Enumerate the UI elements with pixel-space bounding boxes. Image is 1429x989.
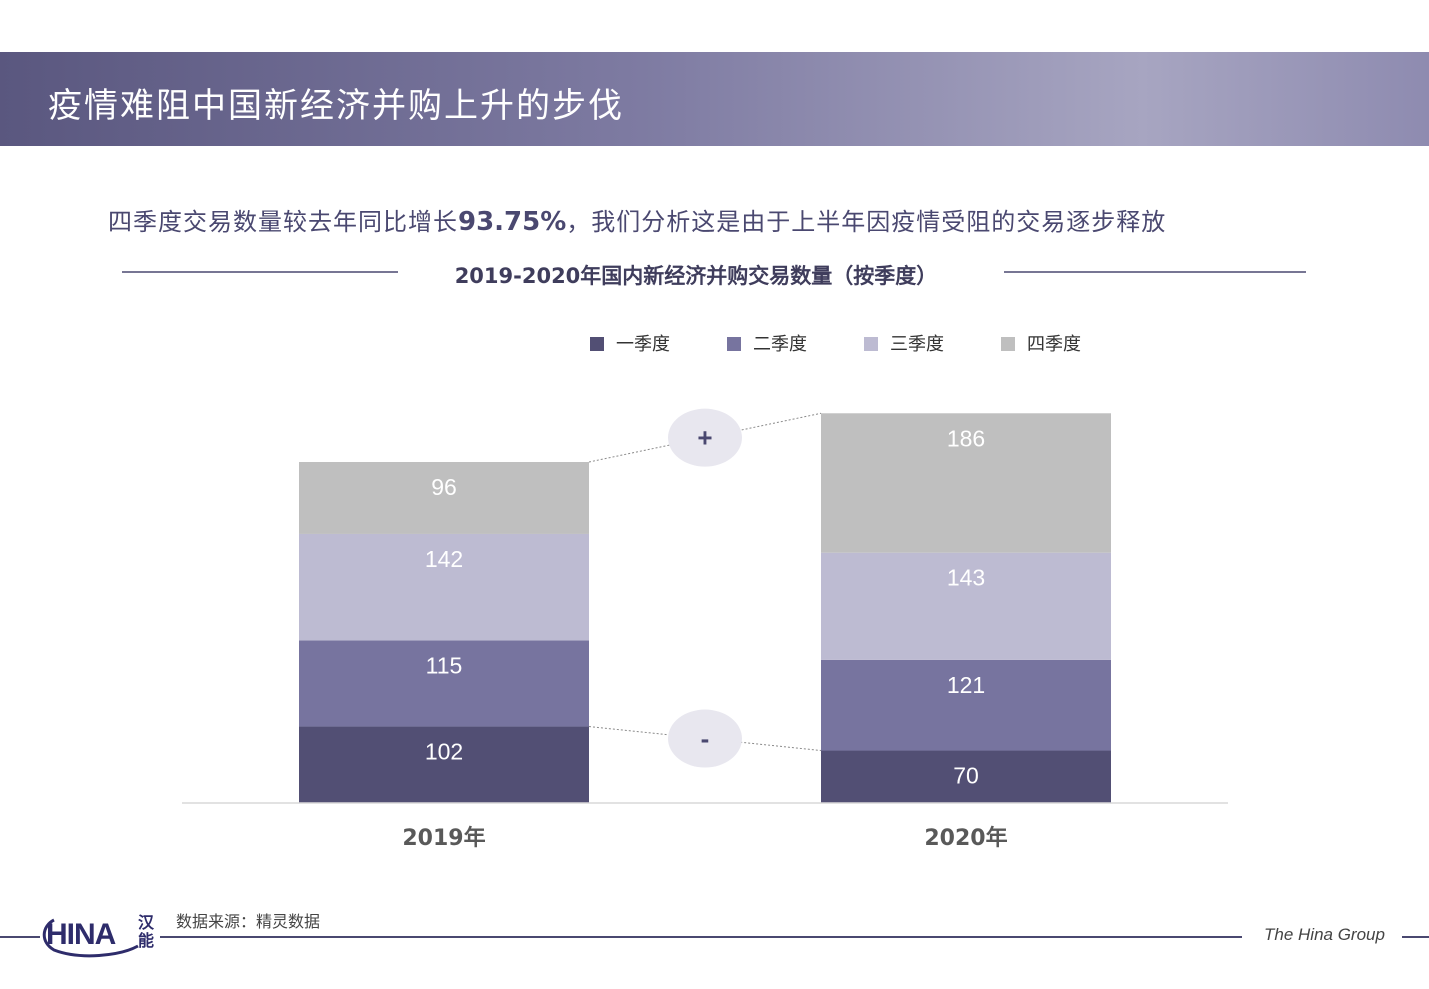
bar-segment-1-3 bbox=[821, 413, 1111, 553]
data-source: 数据来源：精灵数据 bbox=[176, 912, 321, 931]
legend-label-1: 一季度 bbox=[616, 334, 670, 355]
data-label-0-0: 102 bbox=[425, 739, 463, 765]
legend-label-4: 四季度 bbox=[1027, 334, 1081, 355]
legend-swatch-3 bbox=[864, 337, 878, 351]
data-label-1-0: 70 bbox=[953, 763, 979, 789]
legend-label-2: 二季度 bbox=[753, 334, 807, 355]
logo-text: HINA bbox=[46, 918, 116, 951]
bar-segment-1-2 bbox=[821, 552, 1111, 660]
stacked-bar-chart: 2019-2020年国内新经济并购交易数量（按季度） 一季度 二季度 三季度 四季度 … bbox=[122, 264, 1306, 851]
header-band bbox=[0, 52, 1429, 146]
data-label-1-1: 121 bbox=[947, 672, 985, 698]
company-name: The Hina Group bbox=[1264, 925, 1385, 944]
subtitle-highlight: 93.75% bbox=[458, 207, 567, 237]
legend-swatch-4 bbox=[1001, 337, 1015, 351]
bar-segment-1-0 bbox=[821, 750, 1111, 803]
subtitle: 四季度交易数量较去年同比增长93.75%，我们分析这是由于上半年因疫情受阻的交易… bbox=[108, 202, 1328, 237]
connector-top bbox=[588, 412, 822, 463]
subtitle-after: ，我们分析这是由于上半年因疫情受阻的交易逐步释放 bbox=[566, 208, 1167, 236]
data-label-1-3: 186 bbox=[947, 425, 985, 451]
bar-group: 102 115 142 96 70 121 143 186 bbox=[299, 413, 1111, 803]
footer-rule-left bbox=[0, 936, 40, 938]
bar-segment-1-1 bbox=[821, 659, 1111, 751]
x-tick-label-2: 2020年 bbox=[924, 825, 1007, 851]
hina-logo: HINA 汉能 bbox=[40, 912, 160, 958]
annotation-bubble-2 bbox=[668, 709, 742, 768]
chart-title: 2019-2020年国内新经济并购交易数量（按季度） bbox=[455, 264, 938, 288]
connector-group: +- bbox=[588, 408, 822, 768]
footer-rule bbox=[160, 936, 1242, 938]
legend-label-3: 三季度 bbox=[890, 334, 944, 355]
data-label-0-3: 96 bbox=[431, 474, 457, 500]
x-tick-label-1: 2019年 bbox=[402, 825, 485, 851]
subtitle-before: 四季度交易数量较去年同比增长 bbox=[108, 208, 458, 236]
legend-swatch-2 bbox=[727, 337, 741, 351]
logo-cn: 汉能 bbox=[138, 913, 155, 950]
chart-legend: 一季度 二季度 三季度 四季度 bbox=[590, 334, 1081, 355]
data-label-1-2: 143 bbox=[947, 565, 985, 591]
annotation-bubble-1 bbox=[668, 408, 742, 467]
legend-swatch-1 bbox=[590, 337, 604, 351]
annotation-sign-2: - bbox=[701, 724, 710, 754]
annotation-sign-1: + bbox=[697, 423, 712, 453]
page-title: 疫情难阻中国新经济并购上升的步伐 bbox=[48, 86, 624, 126]
data-label-0-2: 142 bbox=[425, 546, 463, 572]
footer-rule-right bbox=[1402, 936, 1429, 938]
bar-segment-0-1 bbox=[299, 640, 589, 727]
data-label-0-1: 115 bbox=[426, 652, 463, 678]
bar-segment-0-2 bbox=[299, 533, 589, 641]
bar-segment-0-0 bbox=[299, 726, 589, 803]
x-axis-labels: 2019年 2020年 bbox=[402, 825, 1007, 851]
bar-segment-0-3 bbox=[299, 462, 589, 534]
logo-swoosh-icon bbox=[42, 918, 139, 958]
